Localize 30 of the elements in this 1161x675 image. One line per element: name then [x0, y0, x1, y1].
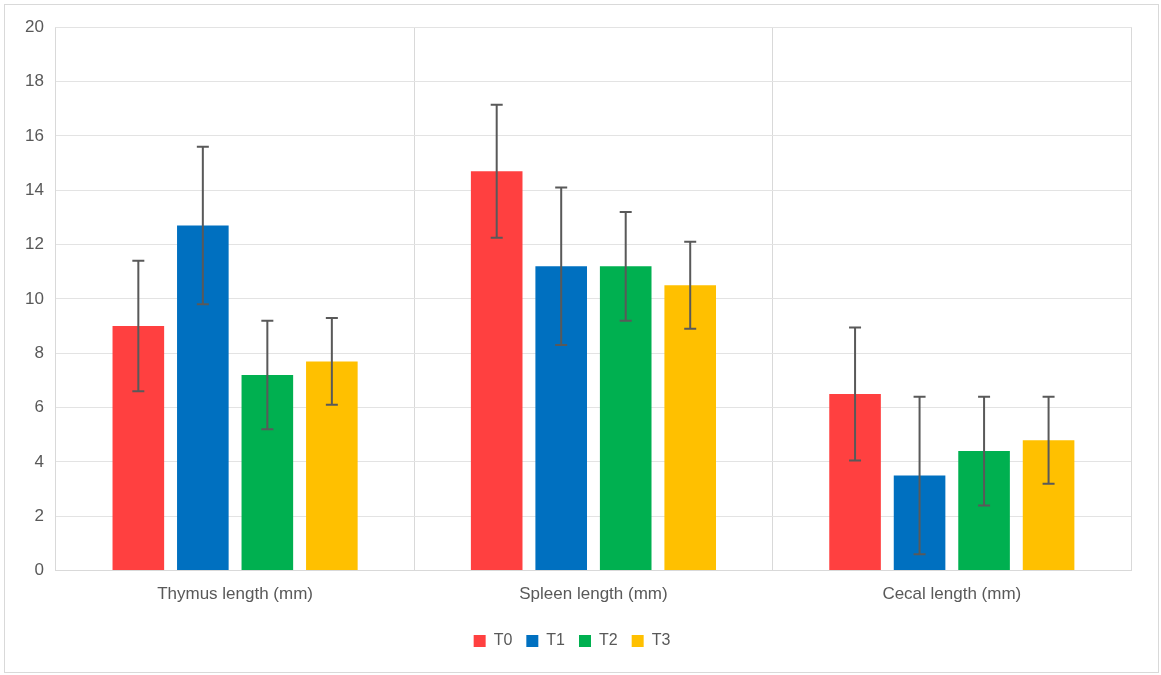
bar: [1022, 440, 1075, 571]
legend-label: T3: [651, 631, 671, 649]
bar: [177, 225, 229, 571]
y-tick-label: 14: [24, 179, 44, 199]
y-tick-label: 4: [34, 451, 44, 471]
bar: [306, 361, 358, 571]
x-tick-label: Spleen length (mm): [519, 584, 668, 604]
bar: [599, 266, 652, 571]
bar: [829, 394, 881, 571]
y-tick-label: 10: [24, 288, 44, 308]
y-tick-label: 12: [24, 234, 44, 254]
bar: [470, 171, 523, 571]
y-tick-label: 18: [24, 71, 44, 91]
y-tick-label: 0: [34, 560, 44, 580]
y-tick-label: 6: [34, 397, 44, 417]
legend-label: T0: [493, 631, 513, 649]
legend-label: T2: [599, 631, 618, 649]
y-tick-label: 16: [24, 125, 44, 145]
y-tick-label: 20: [24, 16, 44, 36]
y-tick-label: 2: [34, 505, 44, 525]
bar: [535, 266, 587, 571]
x-tick-label: Thymus length (mm): [157, 584, 314, 604]
legend-label: T1: [546, 631, 566, 649]
bar: [958, 451, 1010, 571]
y-tick-label: 8: [34, 342, 44, 362]
bar: [664, 285, 717, 571]
bar: [893, 475, 946, 571]
x-tick-label: Cecal length (mm): [882, 584, 1022, 604]
bar: [112, 326, 165, 571]
bar: [241, 374, 294, 571]
